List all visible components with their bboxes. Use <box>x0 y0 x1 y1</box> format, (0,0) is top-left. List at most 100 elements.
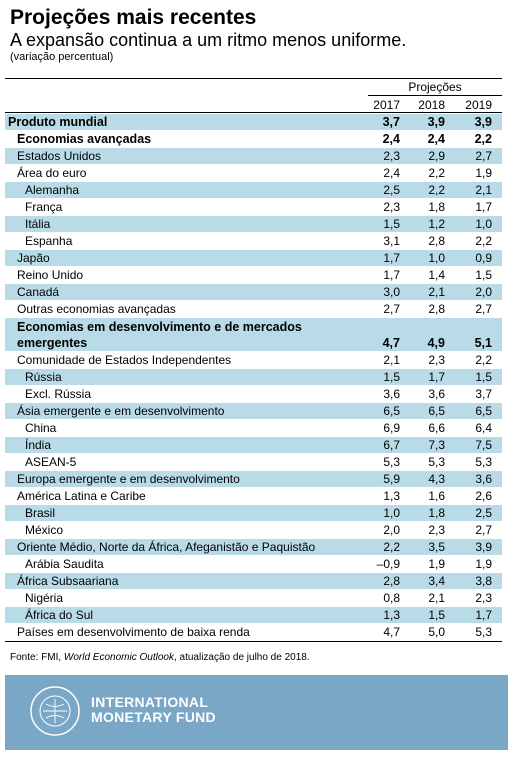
value-2017: 4,7 <box>382 336 400 350</box>
value-2018: 7,3 <box>428 438 445 452</box>
projections-table: Projeções 2017 2018 2019 Produto mundial… <box>5 78 502 642</box>
value-2018: 1,5 <box>428 608 445 622</box>
row-label: Alemanha <box>25 183 80 197</box>
table-top-rule <box>5 78 502 79</box>
value-2018: 2,1 <box>428 591 445 605</box>
value-2017: 2,3 <box>383 200 400 214</box>
value-2018: 5,3 <box>428 455 445 469</box>
value-2019: 0,9 <box>475 251 492 265</box>
row-label: ASEAN-5 <box>25 455 77 469</box>
value-2017: 2,7 <box>383 302 400 316</box>
value-2017: 6,7 <box>383 438 400 452</box>
value-2019: 5,3 <box>475 455 492 469</box>
value-2018: 2,8 <box>428 302 445 316</box>
imf-seal-logo <box>30 686 80 736</box>
value-2019: 2,3 <box>475 591 492 605</box>
value-2019: 2,7 <box>475 523 492 537</box>
value-2019: 6,4 <box>475 421 492 435</box>
value-2017: –0,9 <box>376 557 400 571</box>
row-label: China <box>25 421 57 435</box>
table-row: China 6,9 6,6 6,4 <box>5 420 502 436</box>
page-subtitle: A expansão continua a um ritmo menos uni… <box>10 30 407 50</box>
value-2019: 2,2 <box>475 234 492 248</box>
table-row: Área do euro 2,4 2,2 1,9 <box>5 165 502 181</box>
row-label: Itália <box>25 217 51 231</box>
table-row: Ásia emergente e em desenvolvimento 6,5 6,… <box>5 403 502 419</box>
projections-rule <box>368 95 502 96</box>
row-label: Canadá <box>17 285 60 299</box>
units-note: (variação percentual) <box>10 51 114 63</box>
row-label: Arábia Saudita <box>25 557 104 571</box>
value-2017: 3,7 <box>382 115 400 129</box>
value-2017: 3,1 <box>383 234 400 248</box>
row-label: Estados Unidos <box>17 149 102 163</box>
year-header-row: 2017 2018 2019 <box>5 96 502 112</box>
imf-wordmark: INTERNATIONAL MONETARY FUND <box>91 695 216 725</box>
row-label: Excl. Rússia <box>25 387 92 401</box>
value-2019: 2,7 <box>475 149 492 163</box>
row-label: Espanha <box>25 234 73 248</box>
table-row: Excl. Rússia 3,6 3,6 3,7 <box>5 386 502 402</box>
table-row: África do Sul 1,3 1,5 1,7 <box>5 607 502 623</box>
source-publication: World Economic Outlook <box>63 652 174 663</box>
table-row: Nigéria 0,8 2,1 2,3 <box>5 590 502 606</box>
table-row: México 2,0 2,3 2,7 <box>5 522 502 538</box>
value-2018: 1,9 <box>428 557 445 571</box>
table-row: Canadá 3,0 2,1 2,0 <box>5 284 502 300</box>
value-2017: 2,5 <box>383 183 400 197</box>
value-2017: 0,8 <box>383 591 400 605</box>
row-label: África do Sul <box>25 608 94 622</box>
value-2017: 6,5 <box>383 404 400 418</box>
value-2017: 2,1 <box>383 353 400 367</box>
table-row: Itália 1,5 1,2 1,0 <box>5 216 502 232</box>
value-2019: 2,1 <box>475 183 492 197</box>
row-label: Outras economias avançadas <box>17 302 176 316</box>
value-2019: 5,1 <box>474 336 492 350</box>
value-2017: 2,3 <box>383 149 400 163</box>
value-2017: 6,9 <box>383 421 400 435</box>
value-2017: 1,7 <box>383 268 400 282</box>
value-2017: 1,3 <box>383 608 400 622</box>
row-label: Comunidade de Estados Independentes <box>17 353 232 367</box>
table-row: França 2,3 1,8 1,7 <box>5 199 502 215</box>
value-2019: 1,7 <box>475 608 492 622</box>
table-row: Alemanha 2,5 2,2 2,1 <box>5 182 502 198</box>
value-2019: 2,5 <box>475 506 492 520</box>
value-2017: 1,5 <box>383 217 400 231</box>
value-2019: 1,7 <box>475 200 492 214</box>
value-2017: 2,0 <box>383 523 400 537</box>
row-label: Economias em desenvolvimento e de mercad… <box>17 320 302 350</box>
page-title: Projeções mais recentes <box>10 6 257 29</box>
value-2018: 4,9 <box>427 336 445 350</box>
table-row: Países em desenvolvimento de baixa renda… <box>5 624 502 640</box>
value-2019: 2,2 <box>475 353 492 367</box>
value-2018: 3,5 <box>428 540 445 554</box>
value-2019: 2,2 <box>474 132 492 146</box>
row-label: América Latina e Caribe <box>17 489 146 503</box>
value-2019: 6,5 <box>475 404 492 418</box>
value-2017: 5,9 <box>383 472 400 486</box>
table-row: Oriente Médio, Norte da África, Afeganis… <box>5 539 502 555</box>
table-row: Economias avançadas 2,4 2,4 2,2 <box>5 131 502 147</box>
source-prefix: Fonte: FMI, <box>10 652 64 663</box>
value-2017: 1,3 <box>383 489 400 503</box>
value-2018: 1,6 <box>428 489 445 503</box>
value-2019: 3,6 <box>475 472 492 486</box>
table-row: Reino Unido 1,7 1,4 1,5 <box>5 267 502 283</box>
value-2018: 2,2 <box>428 183 445 197</box>
value-2019: 3,9 <box>474 115 492 129</box>
value-2018: 4,3 <box>428 472 445 486</box>
value-2017: 2,8 <box>383 574 400 588</box>
value-2019: 1,9 <box>475 166 492 180</box>
value-2018: 3,6 <box>428 387 445 401</box>
row-label: Nigéria <box>25 591 64 605</box>
row-label: Brasil <box>25 506 56 520</box>
value-2017: 1,7 <box>383 251 400 265</box>
row-label: África Subsaariana <box>17 574 119 588</box>
value-2018: 1,8 <box>428 506 445 520</box>
value-2018: 3,4 <box>428 574 445 588</box>
row-label: França <box>25 200 63 214</box>
row-label: Rússia <box>25 370 62 384</box>
value-2018: 6,6 <box>428 421 445 435</box>
table-row: Comunidade de Estados Independentes 2,1 2,… <box>5 352 502 368</box>
